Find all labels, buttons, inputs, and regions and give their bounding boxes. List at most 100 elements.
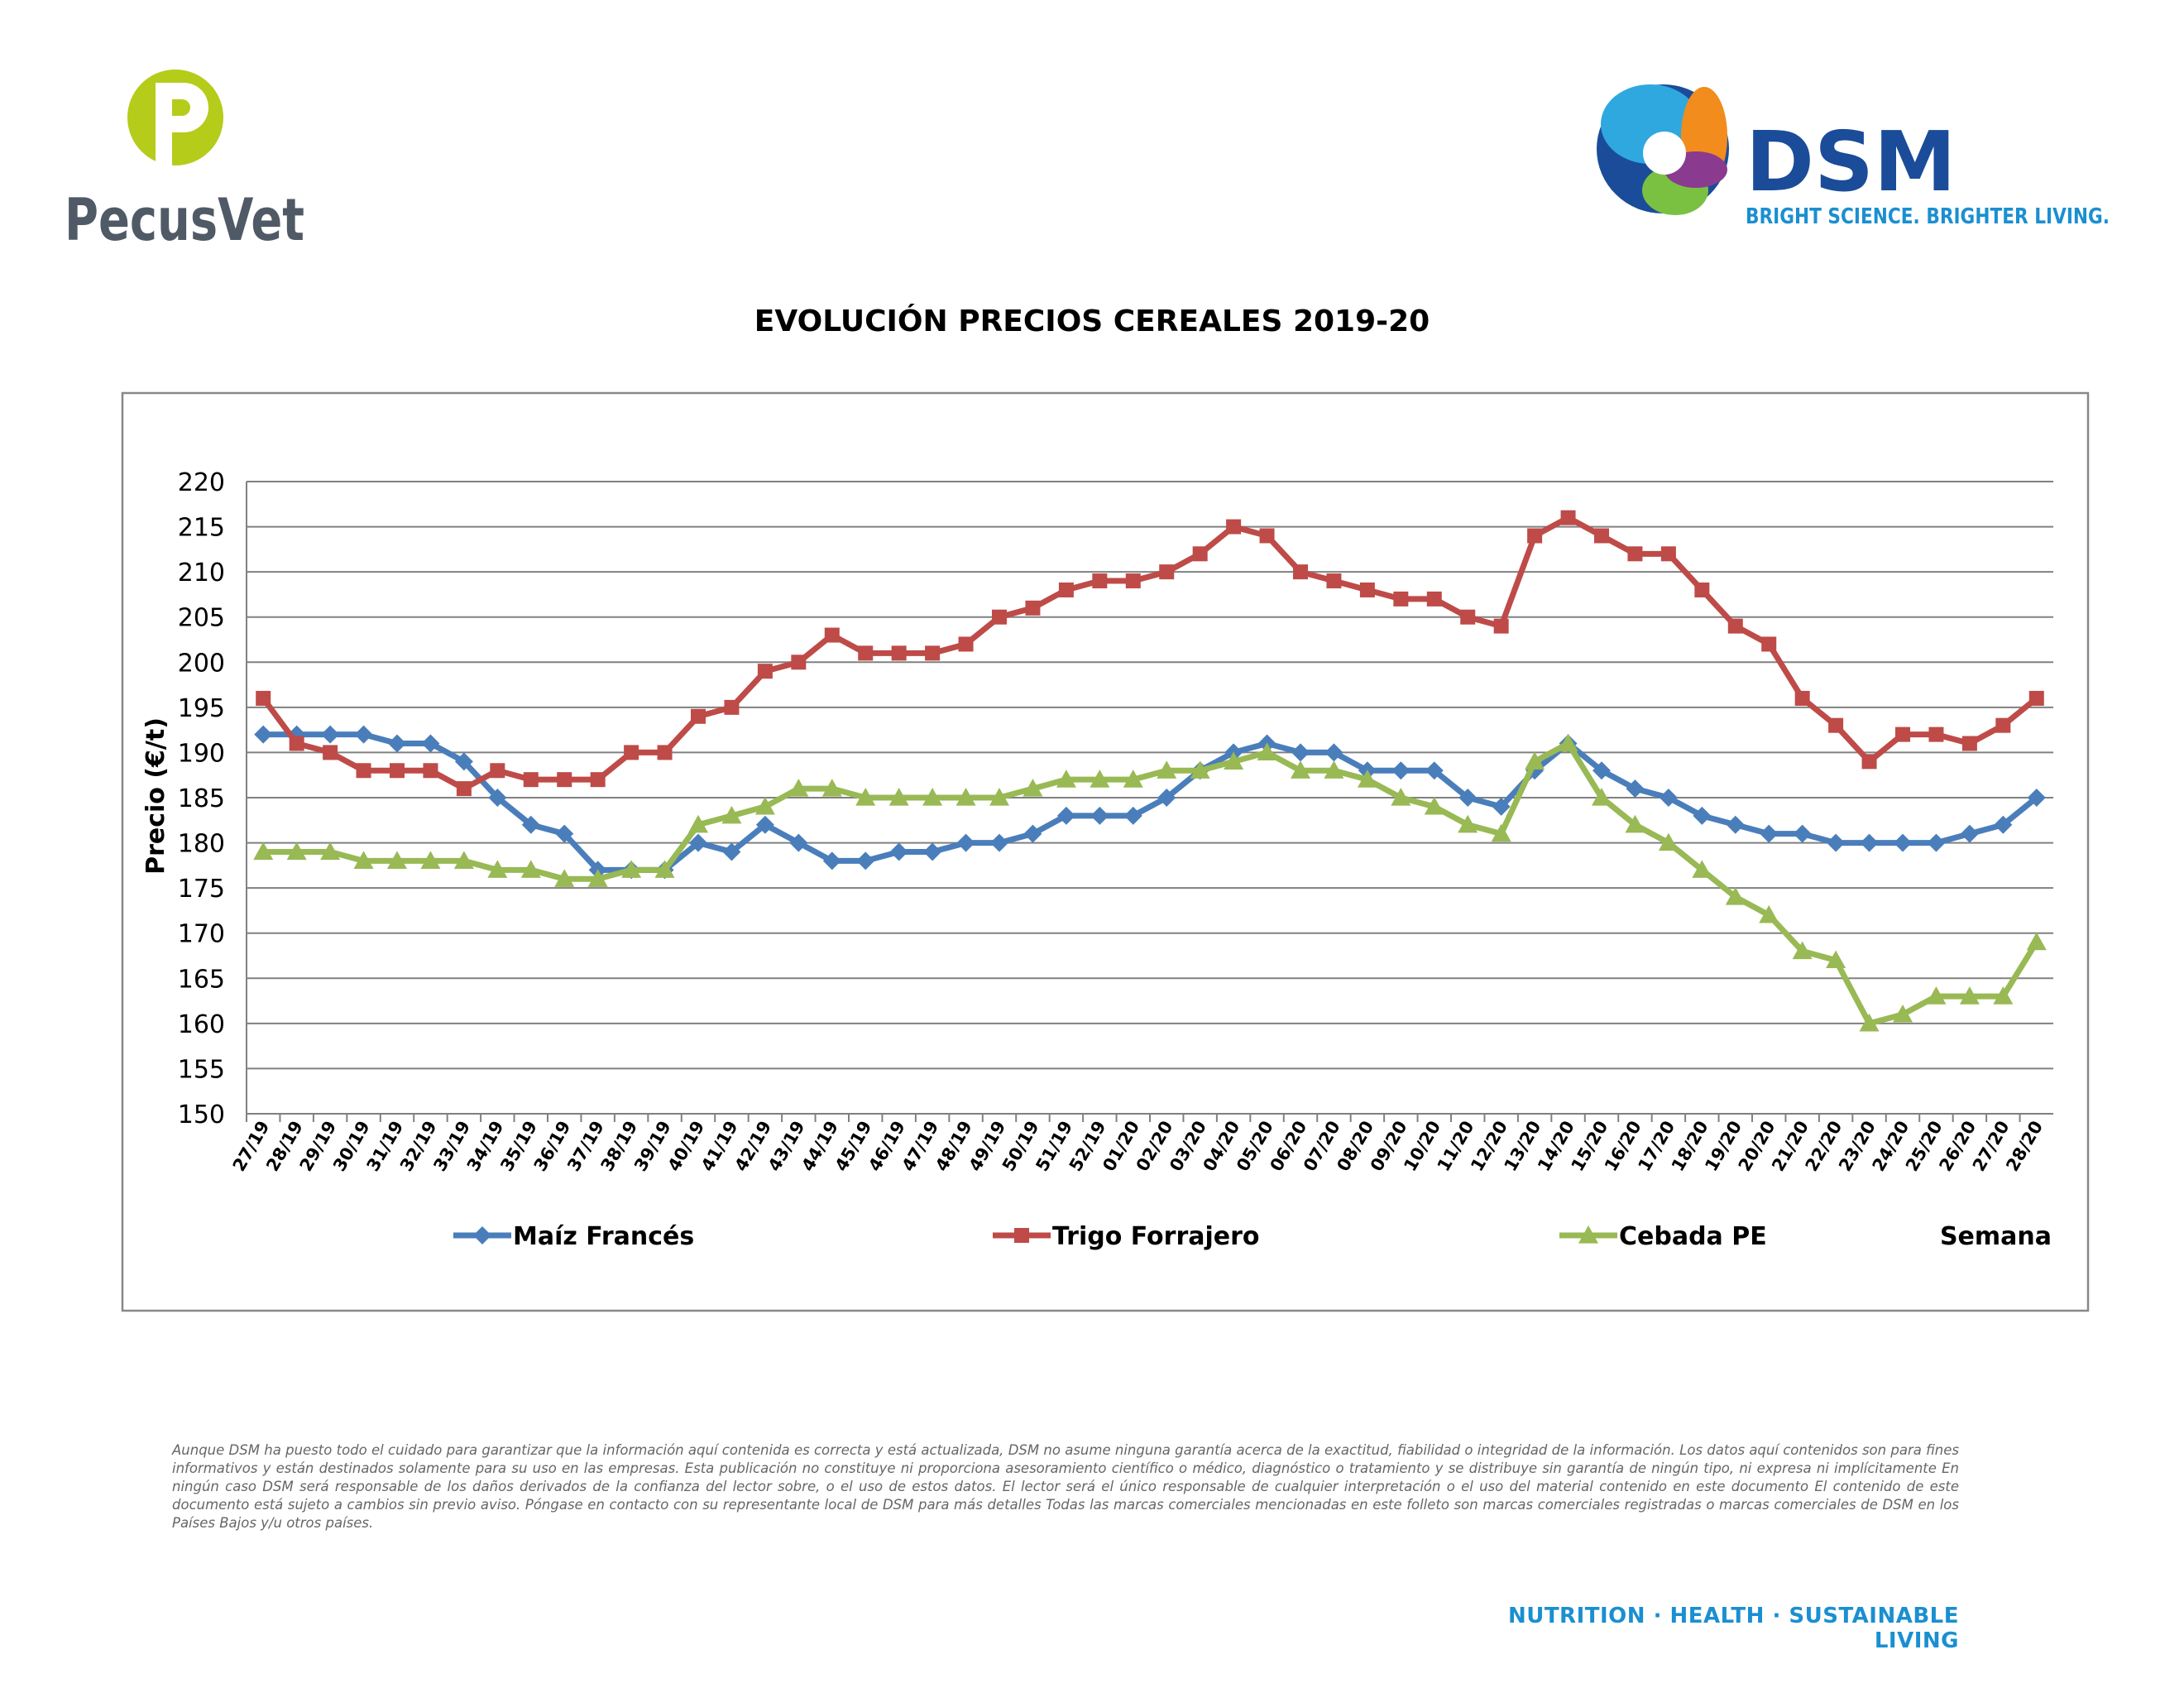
chart-grid <box>246 481 2053 1122</box>
data-point <box>1326 573 1342 589</box>
series-diamond <box>254 725 2046 880</box>
data-point <box>1391 788 1411 806</box>
data-point <box>1123 770 1143 788</box>
y-tick-label: 155 <box>178 1055 225 1084</box>
data-point <box>1425 761 1444 780</box>
data-point <box>1291 760 1310 779</box>
data-point <box>989 788 1009 806</box>
y-tick-label: 210 <box>178 559 225 587</box>
legend-swatch-marker <box>1014 1228 1029 1243</box>
data-point <box>689 833 707 852</box>
data-point <box>1894 833 1912 852</box>
data-point <box>1725 887 1746 905</box>
data-point <box>1927 833 1946 852</box>
data-point <box>755 815 774 834</box>
data-point <box>1558 733 1578 752</box>
data-point <box>624 745 639 760</box>
data-point <box>688 814 708 833</box>
data-point <box>1492 797 1511 816</box>
y-tick-label: 160 <box>178 1010 225 1039</box>
chart-legend: Maíz Francés Trigo Forrajero Cebada PE <box>453 1222 1767 1251</box>
y-tick-label: 180 <box>178 830 225 859</box>
data-point <box>1959 986 1980 1005</box>
data-point <box>691 708 706 724</box>
data-point <box>1125 573 1141 589</box>
data-point <box>1793 824 1812 843</box>
data-point <box>254 725 273 744</box>
data-point <box>1926 986 1947 1005</box>
data-point <box>1293 564 1308 580</box>
data-point <box>420 851 441 869</box>
y-tick-label: 150 <box>178 1101 225 1129</box>
data-point <box>1527 528 1543 544</box>
data-point <box>1893 1004 1913 1023</box>
data-point <box>657 745 673 760</box>
data-point <box>354 725 373 744</box>
data-point <box>423 763 438 779</box>
data-point <box>791 655 807 670</box>
data-point <box>555 824 574 843</box>
data-point <box>1693 806 1712 825</box>
legend-label: Trigo Forrajero <box>1052 1222 1260 1251</box>
data-point <box>1994 815 2013 834</box>
data-point <box>888 788 909 806</box>
data-point <box>1257 742 1277 761</box>
data-point <box>856 851 875 870</box>
y-tick-label: 205 <box>178 604 225 633</box>
data-point <box>889 842 908 861</box>
data-point <box>487 860 508 878</box>
data-point <box>388 734 406 753</box>
data-point <box>1658 832 1679 851</box>
data-point <box>1458 789 1478 807</box>
data-point <box>1993 986 2014 1005</box>
data-point <box>992 609 1007 625</box>
data-point <box>320 842 341 861</box>
legend-item: Maíz Francés <box>453 1222 694 1251</box>
data-point <box>587 869 608 887</box>
data-point <box>1727 618 1743 634</box>
data-point <box>1090 806 1109 825</box>
data-point <box>1393 591 1409 607</box>
y-tick-label: 200 <box>178 649 225 678</box>
data-point <box>1759 904 1779 923</box>
pecusvet-logo-p-glyph <box>156 83 208 165</box>
legend-label: Cebada PE <box>1619 1222 1767 1251</box>
data-point <box>1826 950 1846 969</box>
data-point <box>1226 519 1242 535</box>
data-point <box>353 851 374 869</box>
data-point <box>1860 833 1879 852</box>
data-point <box>1324 760 1344 779</box>
y-tick-label: 215 <box>178 514 225 543</box>
data-point <box>590 772 606 788</box>
data-point <box>1493 618 1509 634</box>
dsm-logo-text: DSM <box>1746 113 1956 210</box>
series-triangle <box>253 733 2047 1032</box>
data-point <box>1426 591 1442 607</box>
data-point <box>789 833 808 852</box>
data-point <box>1761 636 1777 652</box>
footer-tagline: NUTRITION · HEALTH · SUSTAINABLE LIVING <box>1507 1604 1959 1653</box>
pecusvet-logo-text: PecusVet <box>65 186 304 254</box>
data-point <box>788 779 809 797</box>
data-point <box>1491 823 1511 842</box>
data-point <box>2026 932 2047 951</box>
data-point <box>490 763 505 779</box>
pecusvet-logo: PecusVet <box>65 70 304 254</box>
data-point <box>323 745 338 760</box>
data-point <box>1056 770 1076 788</box>
data-point <box>1025 600 1041 616</box>
y-tick-label: 175 <box>178 875 225 904</box>
data-point <box>1828 717 1844 733</box>
data-point <box>1357 770 1377 788</box>
data-point <box>456 781 472 797</box>
data-point <box>1157 760 1177 779</box>
data-point <box>1760 824 1779 843</box>
data-point <box>1792 941 1813 960</box>
data-point <box>1859 1013 1880 1032</box>
y-tick-label: 190 <box>178 739 225 768</box>
data-point <box>722 842 741 861</box>
data-point <box>1928 727 1944 742</box>
data-point <box>891 645 907 661</box>
data-point <box>721 805 742 824</box>
data-point <box>1960 824 1979 843</box>
